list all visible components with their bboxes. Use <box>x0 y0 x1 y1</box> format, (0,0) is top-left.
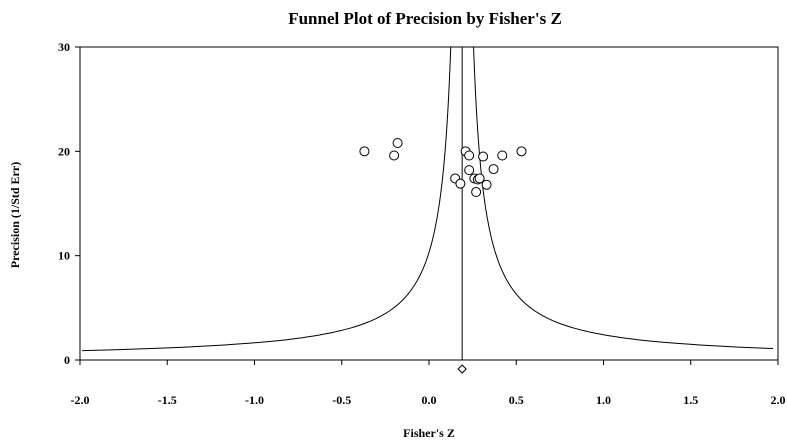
study-point <box>481 179 492 190</box>
plot-area-frame <box>79 46 779 361</box>
study-point <box>455 178 466 189</box>
x-tick-label: 0.5 <box>509 393 524 407</box>
x-tick-label: 0.0 <box>422 393 437 407</box>
x-tick-label: 2.0 <box>771 393 786 407</box>
funnel-right-limit-line <box>473 46 774 349</box>
study-point <box>389 150 400 161</box>
y-tick-label: 0 <box>64 353 70 367</box>
study-point <box>488 164 499 175</box>
x-tick-label: -1.5 <box>158 393 177 407</box>
y-tick-label: 30 <box>58 40 70 54</box>
study-point <box>497 150 508 161</box>
x-tick-label: -0.5 <box>332 393 351 407</box>
y-axis-label: Precision (1/Std Err) <box>8 162 22 268</box>
study-point <box>392 137 403 148</box>
x-tick-label: 1.0 <box>596 393 611 407</box>
study-point <box>359 146 370 157</box>
study-point <box>516 146 527 157</box>
funnel-left-limit-line <box>82 46 452 352</box>
x-tick-label: -1.0 <box>245 393 264 407</box>
x-tick-label: -2.0 <box>71 393 90 407</box>
study-point <box>464 165 475 176</box>
study-point <box>471 187 482 198</box>
summary-diamond-marker <box>457 364 467 374</box>
study-point <box>464 150 475 161</box>
chart-title: Funnel Plot of Precision by Fisher's Z <box>288 9 562 28</box>
y-axis: 0 10 20 30 <box>58 40 80 367</box>
x-axis-label: Fisher's Z <box>403 426 455 440</box>
x-tick-label: 1.5 <box>683 393 698 407</box>
study-point <box>474 173 485 184</box>
y-tick-label: 10 <box>58 249 70 263</box>
y-tick-label: 20 <box>58 144 70 158</box>
x-axis: -2.0 -1.5 -1.0 -0.5 0.0 0.5 1.0 1.5 2.0 <box>71 360 786 407</box>
study-point <box>478 151 489 162</box>
study-points <box>359 137 527 198</box>
